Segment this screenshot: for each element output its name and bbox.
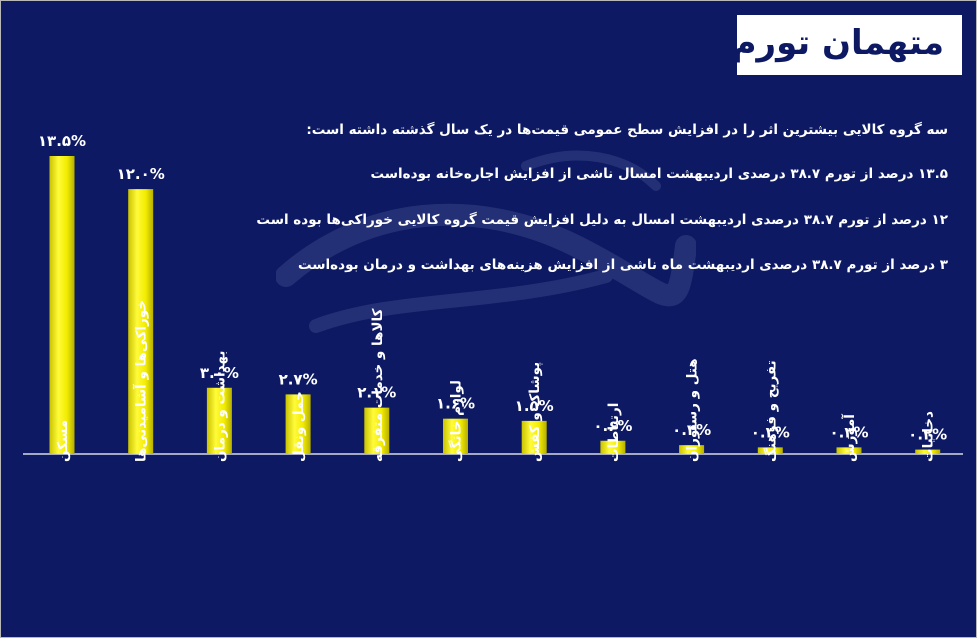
category-label-10: آموزش xyxy=(841,414,858,462)
bar-value-label-9: ۰.۳% xyxy=(751,423,790,441)
note-intro: سه گروه کالایی بیشترین اثر را در افزایش … xyxy=(306,122,948,138)
chart-title: متهمان تورم xyxy=(731,23,944,63)
note-housing: ۱۳.۵ درصد از تورم ۳۸.۷ درصدی اردیبهشت ام… xyxy=(370,166,948,182)
category-label-0: مسکن xyxy=(55,420,71,462)
bar-value-label-0: ۱۳.۵% xyxy=(38,132,86,150)
bar-5 xyxy=(443,418,468,454)
bar-10 xyxy=(836,447,862,454)
bar-11 xyxy=(915,449,941,454)
bar-value-label-4: ۲.۱% xyxy=(357,384,396,402)
title-box: متهمان تورم xyxy=(732,15,962,75)
category-label-8: هتل و رستوران xyxy=(685,358,701,462)
bar-0 xyxy=(49,156,75,454)
bar-value-label-11: ۰.۲% xyxy=(908,426,947,444)
bar-value-label-2: ۳.۰% xyxy=(200,364,239,382)
bar-value-label-3: ۲.۷% xyxy=(279,370,318,388)
note-food: ۱۲ درصد از تورم ۳۸.۷ درصدی اردیبهشت امسا… xyxy=(256,212,948,228)
bar-1 xyxy=(128,189,154,454)
category-label-2: بهداشت و درمان xyxy=(212,351,228,462)
bar-7 xyxy=(600,440,626,454)
category-label-3: حمل ونقل xyxy=(291,391,307,462)
category-label-5: لوازم خانگی xyxy=(448,380,465,462)
category-label-4: کالاها و خدمات متفرقه xyxy=(370,308,386,462)
bar-value-label-8: ۰.۴% xyxy=(672,421,711,439)
category-label-11: دخانیات xyxy=(921,411,937,462)
category-label-7: ارتباطات xyxy=(606,403,622,462)
watermark-logo xyxy=(276,150,696,333)
category-label-6: پوشاک و کفش xyxy=(527,362,543,462)
note-health: ۳ درصد از تورم ۳۸.۷ درصدی اردیبهشت ماه ن… xyxy=(297,257,948,273)
bar-value-label-10: ۰.۳% xyxy=(829,423,868,441)
category-label-1: خوراکی‌ها و آشامیدنی‌ها xyxy=(133,300,150,462)
bar-9 xyxy=(757,447,783,454)
bar-value-label-1: ۱۲.۰% xyxy=(117,165,165,183)
bar-value-label-5: ۱.۶% xyxy=(436,395,475,413)
bar-6 xyxy=(521,420,547,454)
bar-4 xyxy=(364,407,390,454)
bar-8 xyxy=(679,445,705,454)
bar-2 xyxy=(206,387,232,454)
bar-value-label-7: ۰.۶% xyxy=(593,417,632,435)
bar-value-label-6: ۱.۵% xyxy=(515,397,554,415)
bar-3 xyxy=(285,394,311,454)
category-label-9: تفریح و فرهنگ xyxy=(762,360,779,462)
